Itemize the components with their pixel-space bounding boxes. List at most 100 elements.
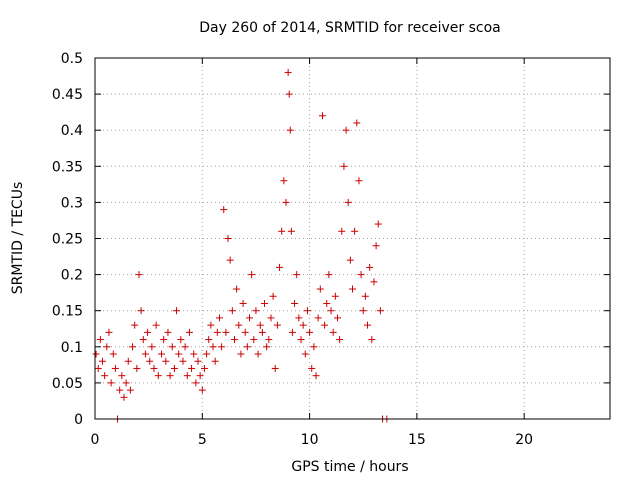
y-tick-label: 0.3 (61, 195, 83, 211)
y-tick-label: 0.45 (52, 87, 83, 103)
data-point (198, 386, 206, 394)
data-point (120, 393, 128, 401)
data-point (314, 314, 322, 322)
data-point (351, 227, 359, 235)
y-tick-label: 0.1 (61, 340, 83, 356)
data-point (207, 321, 215, 329)
data-point (297, 336, 305, 344)
data-point (103, 343, 111, 351)
data-point (261, 299, 269, 307)
data-point (282, 198, 290, 206)
data-point (200, 364, 208, 372)
data-point (353, 119, 361, 127)
data-point (166, 372, 174, 380)
data-point (239, 299, 247, 307)
data-point (344, 198, 352, 206)
data-point (181, 343, 189, 351)
data-point (293, 271, 301, 279)
data-point (211, 357, 219, 365)
data-point (209, 343, 217, 351)
data-point (346, 256, 354, 264)
data-point (99, 357, 107, 365)
data-point (372, 242, 380, 250)
data-point (177, 336, 185, 344)
data-point (228, 307, 236, 315)
data-point (233, 285, 241, 293)
x-tick-label: 20 (515, 432, 533, 448)
data-point (258, 328, 266, 336)
y-tick-label: 0.4 (61, 123, 83, 139)
x-tick-label: 5 (198, 432, 207, 448)
y-tick-label: 0.35 (52, 159, 83, 175)
data-points (92, 68, 391, 423)
y-tick-label: 0 (74, 412, 83, 428)
chart-title: Day 260 of 2014, SRMTID for receiver sco… (199, 20, 501, 36)
data-point (286, 126, 294, 134)
data-point (175, 350, 183, 358)
data-point (235, 321, 243, 329)
data-point (124, 357, 132, 365)
data-point (318, 112, 326, 120)
data-point (237, 350, 245, 358)
data-point (183, 372, 191, 380)
data-point (215, 314, 223, 322)
data-point (316, 285, 324, 293)
data-point (144, 328, 152, 336)
data-point (118, 372, 126, 380)
data-point (190, 350, 198, 358)
data-point (188, 364, 196, 372)
data-point (129, 343, 137, 351)
data-point (336, 336, 344, 344)
data-point (196, 372, 204, 380)
x-tick-label: 10 (301, 432, 319, 448)
data-point (141, 350, 149, 358)
data-point (109, 350, 117, 358)
data-point (173, 307, 181, 315)
data-point (194, 357, 202, 365)
plot-frame (94, 57, 611, 420)
data-point (146, 357, 154, 365)
data-point (273, 321, 281, 329)
data-point (287, 227, 295, 235)
data-point (357, 271, 365, 279)
data-point (213, 328, 221, 336)
data-point (374, 220, 382, 228)
data-point (158, 350, 166, 358)
data-point (325, 271, 333, 279)
data-point (116, 386, 124, 394)
data-point (331, 292, 339, 300)
x-tick-label: 0 (91, 432, 100, 448)
data-point (94, 364, 102, 372)
data-point (126, 386, 134, 394)
data-point (222, 328, 230, 336)
data-point (154, 372, 162, 380)
data-point (361, 292, 369, 300)
y-tick-label: 0.25 (52, 232, 83, 248)
data-point (164, 328, 172, 336)
data-point (148, 343, 156, 351)
data-point (226, 256, 234, 264)
y-tick-label: 0.5 (61, 51, 83, 67)
y-tick-label: 0.05 (52, 376, 83, 392)
data-point (340, 162, 348, 170)
data-point (135, 271, 143, 279)
data-point (162, 357, 170, 365)
data-point (299, 321, 307, 329)
y-tick-label: 0.2 (61, 268, 83, 284)
data-point (96, 336, 104, 344)
data-point (323, 299, 331, 307)
data-point (310, 343, 318, 351)
data-point (179, 357, 187, 365)
data-point (254, 350, 262, 358)
data-point (256, 321, 264, 329)
y-tick-label: 0.15 (52, 304, 83, 320)
data-point (220, 206, 228, 214)
data-point (312, 372, 320, 380)
data-point (139, 336, 147, 344)
data-point (203, 350, 211, 358)
data-point (349, 285, 356, 293)
x-axis-label: GPS time / hours (291, 459, 408, 475)
data-point (246, 314, 253, 322)
data-point (321, 321, 329, 329)
data-point (267, 314, 275, 322)
